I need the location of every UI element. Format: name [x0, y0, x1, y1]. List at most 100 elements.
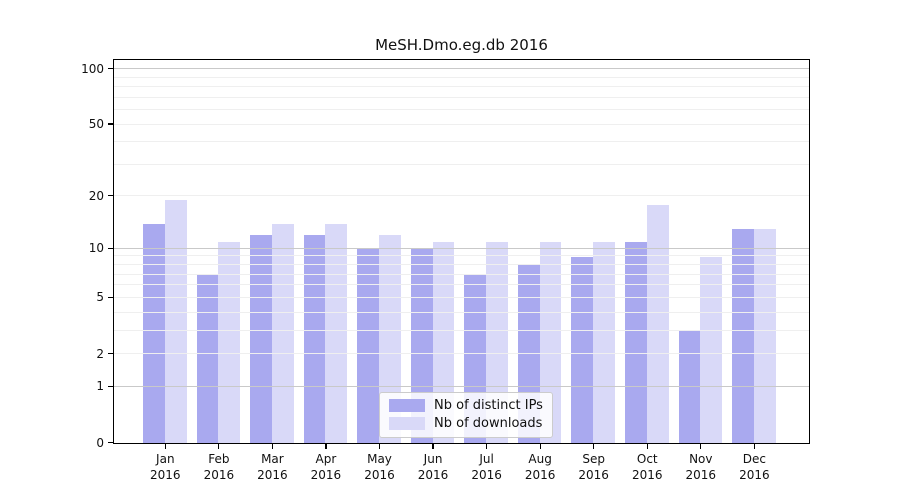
gridline-minor-9 [114, 255, 809, 257]
bar-distinct-ips-dec [732, 229, 754, 443]
x-tick-mark-jun [432, 444, 434, 449]
x-tick-year: 2016 [685, 468, 717, 482]
x-tick-label-feb: Feb 2016 [189, 451, 249, 483]
y-tick-mark-100 [108, 68, 113, 70]
x-tick-label-mar: Mar 2016 [242, 451, 302, 483]
y-tick-mark-2 [108, 352, 113, 355]
bar-downloads-mar [271, 223, 294, 443]
bar-distinct-ips-may [357, 248, 379, 443]
plot-area [113, 59, 810, 444]
x-tick-month: Feb [208, 452, 230, 466]
bar-distinct-ips-nov [678, 330, 701, 443]
gridline-minor-80 [114, 86, 809, 88]
x-tick-mark-jul [486, 444, 488, 449]
y-tick-label-10: 10 [88, 241, 104, 256]
gridline-minor-6 [114, 284, 809, 286]
x-tick-mark-mar [271, 444, 273, 449]
bar-downloads-dec [753, 229, 776, 443]
x-tick-mark-may [378, 444, 381, 449]
legend-item-downloads: Nb of downloads [389, 416, 543, 431]
y-tick-mark-0 [108, 441, 113, 444]
gridline-minor-5 [114, 296, 809, 298]
gridline-major-1 [114, 385, 809, 387]
bar-distinct-ips-apr [303, 235, 326, 443]
y-tick-label-5: 5 [96, 290, 104, 305]
x-tick-year: 2016 [150, 468, 181, 482]
x-tick-year: 2016 [578, 468, 609, 482]
y-tick-mark-20 [108, 195, 113, 197]
legend-label-distinct-ips: Nb of distinct IPs [434, 398, 543, 413]
x-tick-label-oct: Oct 2016 [617, 451, 677, 483]
x-tick-month: Jun [423, 452, 443, 466]
x-tick-mark-sep [593, 444, 595, 449]
bar-downloads-feb [218, 241, 241, 443]
x-tick-year: 2016 [739, 468, 770, 482]
y-tick-label-2: 2 [96, 346, 104, 361]
gridline-minor-20 [114, 195, 809, 197]
x-tick-year: 2016 [364, 468, 395, 482]
gridline-minor-60 [114, 109, 809, 111]
legend-item-distinct-ips: Nb of distinct IPs [389, 398, 543, 413]
x-tick-year: 2016 [471, 468, 502, 482]
x-tick-label-aug: Aug 2016 [510, 451, 570, 483]
x-tick-label-jan: Jan 2016 [135, 451, 195, 483]
y-tick-label-0: 0 [96, 435, 104, 450]
bar-downloads-may [379, 235, 401, 443]
x-tick-year: 2016 [631, 468, 663, 482]
gridline-minor-40 [114, 141, 809, 143]
x-tick-label-jul: Jul 2016 [457, 451, 517, 483]
x-tick-month: Jul [479, 452, 494, 466]
gridline-minor-3 [114, 329, 809, 331]
bar-distinct-ips-feb [196, 274, 219, 443]
x-tick-mark-aug [539, 444, 541, 449]
bar-downloads-apr [325, 223, 348, 443]
chart-title: MeSH.Dmo.eg.db 2016 [375, 36, 548, 54]
bar-distinct-ips-sep [571, 256, 594, 443]
y-tick-label-50: 50 [88, 117, 104, 132]
x-tick-mark-nov [700, 444, 702, 449]
x-tick-label-nov: Nov 2016 [671, 451, 731, 483]
gridline-minor-50 [114, 123, 809, 125]
legend-label-downloads: Nb of downloads [434, 416, 543, 431]
gridline-major-10 [114, 247, 809, 249]
bar-downloads-nov [700, 256, 723, 443]
bar-distinct-ips-oct [624, 241, 647, 443]
x-tick-mark-oct [646, 444, 648, 449]
x-tick-month: Mar [261, 452, 284, 466]
bar-downloads-jan [164, 200, 187, 443]
y-tick-mark-10 [108, 247, 113, 249]
x-tick-label-jun: Jun 2016 [403, 451, 463, 483]
y-tick-label-100: 100 [81, 61, 104, 76]
x-tick-mark-feb [218, 444, 220, 449]
y-tick-mark-1 [108, 385, 113, 387]
gridline-major-100 [114, 68, 809, 70]
gridline-minor-8 [114, 264, 809, 266]
x-tick-label-may: May 2016 [350, 451, 410, 483]
x-tick-mark-apr [325, 444, 327, 449]
x-tick-label-apr: Apr 2016 [296, 451, 356, 483]
y-tick-mark-50 [108, 123, 113, 125]
x-tick-year: 2016 [257, 468, 288, 482]
legend-swatch-downloads [389, 417, 425, 430]
gridline-minor-70 [114, 96, 809, 98]
legend-swatch-distinct-ips [389, 399, 425, 412]
x-tick-month: Oct [636, 452, 658, 466]
x-tick-year: 2016 [310, 468, 342, 482]
x-tick-month: Sep [582, 452, 605, 466]
x-tick-label-sep: Sep 2016 [564, 451, 624, 483]
legend: Nb of distinct IPs Nb of downloads [379, 392, 553, 438]
bar-downloads-sep [593, 241, 615, 443]
x-tick-month: May [367, 452, 392, 466]
x-tick-month: Nov [689, 452, 713, 466]
gridline-minor-2 [114, 353, 809, 354]
bar-distinct-ips-mar [250, 235, 272, 443]
x-tick-year: 2016 [524, 468, 556, 482]
x-tick-month: Apr [315, 452, 337, 466]
gridline-minor-90 [114, 76, 809, 78]
gridline-minor-30 [114, 163, 809, 165]
bar-downloads-oct [646, 204, 669, 443]
y-tick-mark-5 [108, 296, 113, 298]
gridline-minor-7 [114, 273, 809, 275]
gridline-minor-4 [114, 311, 809, 313]
